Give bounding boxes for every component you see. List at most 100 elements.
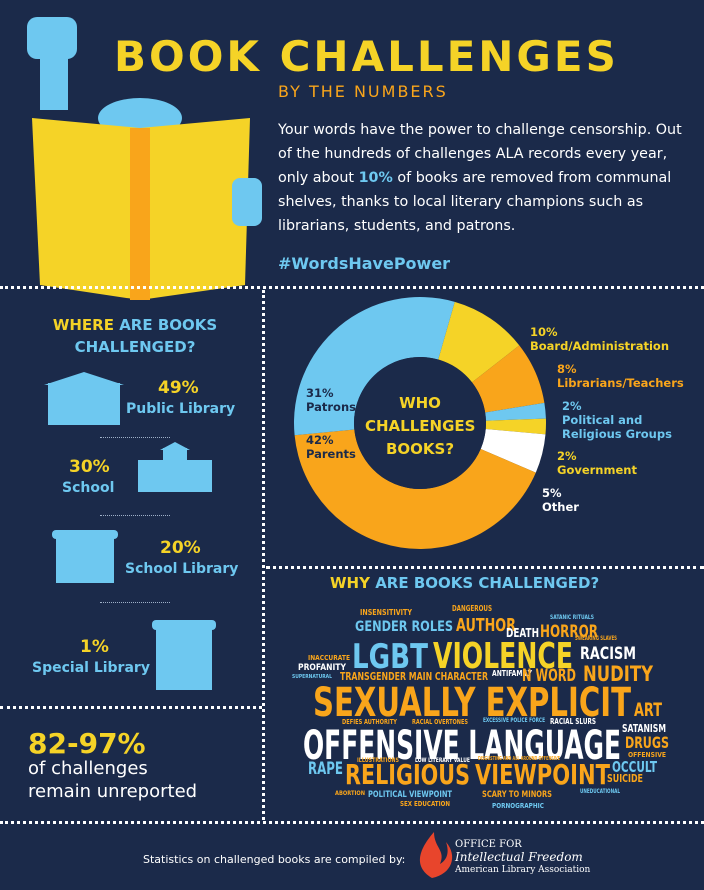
- book-spine: [130, 128, 150, 300]
- cloud-word: ILLUSTRATIONS: [357, 757, 399, 764]
- credit: Statistics on challenged books are compi…: [143, 853, 406, 866]
- cloud-word: SEX EDUCATION: [400, 800, 450, 808]
- divider: [266, 566, 704, 569]
- separator: [100, 515, 170, 516]
- separator: [100, 602, 170, 603]
- divider: [0, 821, 704, 824]
- cloud-word: POLITICAL VIEWPOINT: [368, 790, 453, 800]
- cloud-word: HORROR: [540, 622, 598, 642]
- donut-slice: [294, 429, 536, 549]
- cloud-word: VIEWPOINT: [475, 758, 610, 791]
- cloud-word: OFFENSIVE: [628, 751, 666, 759]
- slice-name: Parents: [306, 447, 356, 461]
- icon-school-library: [52, 530, 118, 583]
- cloud-word: PORNOGRAPHIC: [492, 802, 544, 810]
- cloud-word: GENDER ROLES: [355, 619, 453, 635]
- donut-label: 8% Librarians/Teachers: [557, 362, 684, 390]
- slice-name: Political and Religious Groups: [562, 413, 672, 441]
- cloud-word: NUDITY: [583, 662, 654, 686]
- cloud-word: RAPE: [308, 759, 343, 779]
- cloud-word: INSENSITIVITY: [360, 608, 412, 617]
- cloud-word: DISGUSTING AND ALL AROUND OFFENSIVE: [478, 756, 560, 762]
- icon-public-library: [44, 372, 124, 425]
- cloud-word: RELIGIOUS: [345, 758, 470, 791]
- logo-flame: [419, 832, 453, 878]
- icon-special-library: [152, 620, 216, 690]
- cloud-word: SWEARING SLAVES: [575, 635, 617, 642]
- donut-label: 2% Political and Religious Groups: [562, 399, 672, 441]
- cloud-word: PROFANITY: [298, 663, 346, 673]
- percent: 30%: [69, 457, 110, 477]
- location: Special Library: [32, 660, 150, 676]
- fist: [27, 17, 77, 59]
- cloud-word: OFFENSIVE LANGUAGE: [303, 723, 621, 769]
- slice-name: Patrons: [306, 400, 356, 414]
- arm: [40, 50, 68, 110]
- cloud-word: DEFIES AUTHORITY: [342, 718, 398, 726]
- cloud-word: DANGEROUS: [452, 604, 492, 613]
- unreported-text: remain unreported: [28, 781, 198, 802]
- slice-value: 2%: [562, 399, 582, 413]
- org: OFFICE FOR Intellectual Freedom American…: [455, 838, 590, 877]
- book-left: [32, 118, 140, 300]
- where-keyword: WHERE: [52, 316, 114, 334]
- donut-label: 31% Patrons: [306, 386, 416, 414]
- cloud-word: OCCULT: [612, 758, 658, 776]
- donut-slice: [293, 297, 455, 436]
- percent: 49%: [158, 378, 199, 398]
- donut-label: 2% Government: [557, 449, 667, 477]
- location: School: [62, 480, 115, 496]
- unreported-text: of challenges: [28, 758, 148, 779]
- slice-value: 8%: [557, 362, 577, 376]
- location: School Library: [125, 561, 239, 577]
- donut-label: 5% Other: [542, 486, 652, 514]
- cloud-word: VIOLENCE: [433, 636, 573, 677]
- cloud-word: INACCURATE: [308, 654, 350, 662]
- hashtag: #WordsHavePower: [278, 254, 451, 273]
- cloud-word: RACIAL OVERTONES: [412, 718, 468, 726]
- subtitle: BY THE NUMBERS: [278, 82, 448, 101]
- why-keyword: WHY: [330, 574, 370, 592]
- donut-title: WHO CHALLENGES BOOKS?: [365, 394, 476, 458]
- location: Public Library: [126, 401, 236, 417]
- cloud-word: LOW LITERARY VALUE: [415, 757, 470, 764]
- cloud-word: RACIAL SLURS: [550, 717, 596, 726]
- slice-value: 2%: [557, 449, 577, 463]
- cloud-word: RACISM: [580, 644, 636, 664]
- donut-slice: [480, 428, 546, 473]
- where-text: ARE BOOKS CHALLENGED?: [74, 316, 218, 356]
- title: BOOK CHALLENGES: [114, 32, 619, 81]
- why-text: ARE BOOKS CHALLENGED?: [369, 574, 600, 592]
- percent: 1%: [80, 637, 109, 657]
- donut-slice: [485, 418, 546, 435]
- donut-slice: [438, 301, 520, 383]
- cloud-word: AUTHOR: [456, 615, 516, 636]
- why-title: WHY ARE BOOKS CHALLENGED?: [330, 574, 599, 592]
- cloud-word: LGBT: [352, 637, 429, 677]
- cloud-word: TRANSGENDER MAIN CHARACTER: [340, 670, 488, 683]
- divider: [0, 706, 262, 709]
- slice-name: Board/Administration: [530, 339, 670, 353]
- cloud-word: ABORTION: [335, 790, 365, 797]
- intro-highlight: 10%: [358, 170, 393, 186]
- unreported-figure: 82-97%: [28, 727, 146, 760]
- slice-name: Other: [542, 500, 579, 514]
- intro-text: Your words have the power to challenge c…: [278, 122, 682, 186]
- slice-value: 42%: [306, 433, 334, 447]
- slice-value: 31%: [306, 386, 334, 400]
- cloud-word: N WORD: [522, 666, 576, 686]
- book-right: [140, 118, 250, 300]
- icon-school: [138, 442, 212, 492]
- slice-name: Government: [557, 463, 637, 477]
- percent: 20%: [160, 538, 201, 558]
- divider: [262, 290, 265, 820]
- org-line: OFFICE FOR: [455, 839, 522, 850]
- donut-hole: [354, 357, 486, 489]
- slice-name: Librarians/Teachers: [557, 376, 684, 390]
- cloud-word: SATANISM: [622, 722, 666, 735]
- org-line: American Library Association: [455, 865, 591, 875]
- divider: [0, 286, 704, 289]
- intro: Your words have the power to challenge c…: [278, 118, 693, 238]
